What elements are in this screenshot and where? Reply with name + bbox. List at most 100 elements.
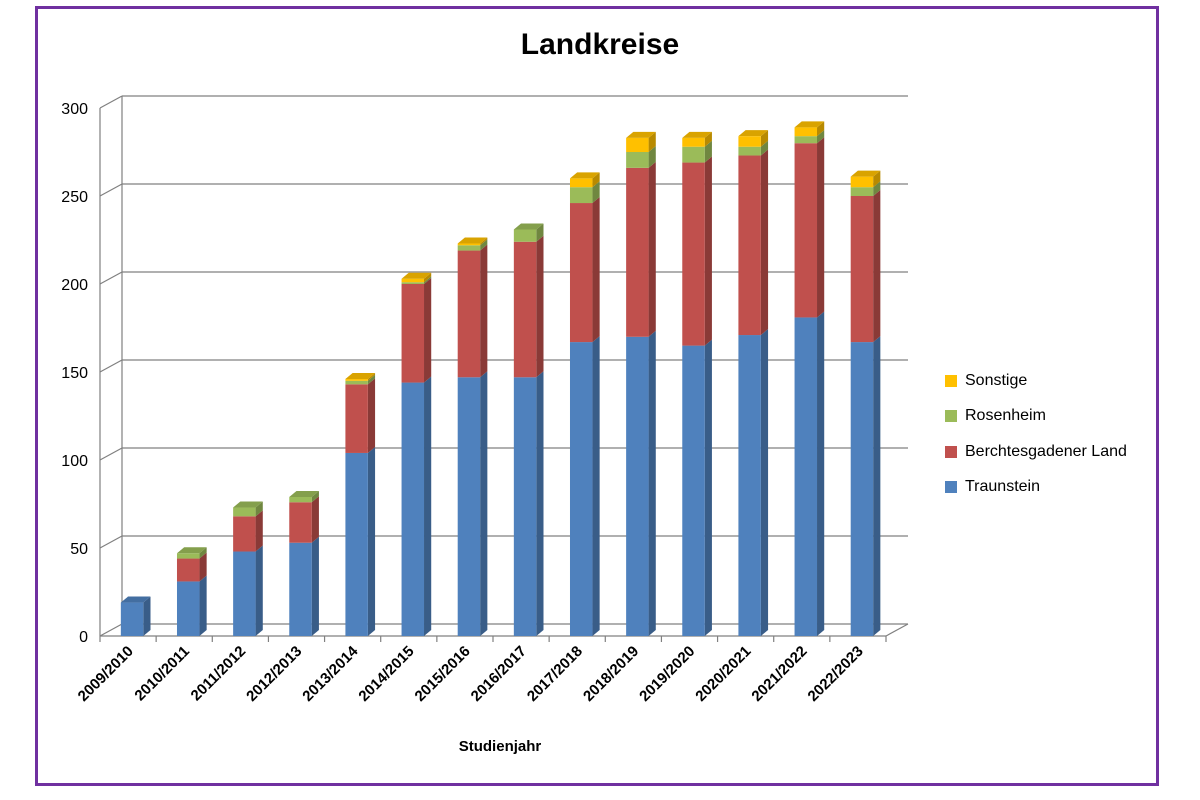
- bar-segment: [850, 196, 874, 343]
- bar-segment: [233, 551, 256, 636]
- legend-item: Berchtesgadener Land: [945, 434, 1165, 470]
- bar-segment: [345, 379, 368, 381]
- bar-top: [569, 172, 600, 179]
- bar-side: [592, 197, 600, 343]
- bar-top: [738, 130, 769, 137]
- bar-side: [480, 244, 488, 378]
- bar-segment: [682, 345, 705, 636]
- bar-segment: [513, 229, 537, 242]
- bar-side: [592, 181, 600, 204]
- bar-segment: [626, 137, 649, 152]
- bar-segment: [401, 278, 425, 283]
- bar-segment: [233, 507, 256, 517]
- bar-side: [760, 140, 769, 156]
- bar-side: [199, 552, 207, 582]
- bar-segment: [850, 176, 874, 188]
- x-tick-label: 2019/2020: [636, 643, 698, 705]
- gridline-depth: [99, 95, 123, 109]
- bar-segment: [569, 187, 593, 204]
- bar-side: [424, 272, 432, 283]
- bar-top: [289, 490, 319, 497]
- gridline-depth: [99, 183, 123, 197]
- bar-side: [424, 276, 432, 284]
- bar-segment: [289, 502, 312, 543]
- bar-side: [480, 371, 488, 636]
- x-tick-label: 2016/2017: [468, 643, 530, 705]
- y-tick-label: 250: [61, 189, 88, 206]
- bar-segment: [289, 496, 312, 503]
- bar-side: [873, 181, 881, 196]
- bar-top: [345, 373, 376, 380]
- bar-top: [682, 131, 712, 138]
- x-tick-label: 2022/2023: [805, 643, 867, 705]
- legend-item: Traunstein: [945, 470, 1165, 506]
- bar-top: [457, 237, 488, 244]
- x-axis-depth: [885, 623, 909, 637]
- bar-segment: [513, 377, 537, 636]
- bar-side: [143, 596, 151, 636]
- y-tick-label: 150: [61, 365, 88, 382]
- bar-segment: [513, 241, 537, 378]
- x-tick-label: 2017/2018: [524, 643, 586, 705]
- bar-segment: [682, 162, 705, 346]
- chart-title: Landkreise: [520, 28, 680, 61]
- legend-item: Rosenheim: [945, 399, 1165, 435]
- bar-segment: [794, 317, 818, 636]
- bar-side: [536, 371, 544, 636]
- y-tick-label: 100: [61, 453, 88, 470]
- bar-side: [536, 223, 544, 242]
- bar-segment: [682, 146, 705, 163]
- bar-segment: [738, 155, 761, 336]
- bar-side: [648, 131, 656, 152]
- bar-side: [760, 329, 769, 636]
- bar-top: [794, 121, 825, 128]
- bar-segment: [626, 152, 649, 168]
- bar-segment: [626, 167, 649, 337]
- bar-side: [648, 146, 656, 168]
- bar-side: [817, 311, 825, 636]
- y-tick-label: 0: [79, 629, 88, 646]
- bar-side: [536, 235, 544, 378]
- gridline-depth: [99, 359, 123, 373]
- legend-swatch: [945, 374, 957, 387]
- x-tick-label: 2011/2012: [188, 643, 250, 705]
- y-tick-label: 300: [61, 101, 88, 118]
- bar-side: [760, 149, 769, 336]
- legend-swatch: [945, 481, 957, 494]
- bar-side: [817, 137, 825, 318]
- bar-side: [704, 156, 712, 346]
- gridline-depth: [99, 447, 123, 461]
- legend-item: Sonstige: [945, 363, 1165, 399]
- bar-segment: [569, 203, 593, 343]
- x-tick-label: 2012/2013: [243, 643, 305, 705]
- bar-segment: [289, 542, 312, 636]
- bar-segment: [401, 282, 425, 284]
- bar-segment: [850, 187, 874, 196]
- bar-segment: [850, 342, 874, 636]
- bar-side: [367, 446, 376, 636]
- bar-segment: [569, 178, 593, 188]
- chart-legend: Sonstige Rosenheim Berchtesgadener Land Tra…: [945, 363, 1165, 505]
- legend-swatch: [945, 410, 957, 423]
- legend-label: Berchtesgadener Land: [965, 442, 1127, 460]
- x-tick-label: 2009/2010: [75, 643, 137, 705]
- bar-side: [367, 378, 376, 453]
- bar-side: [480, 239, 488, 251]
- bar-segment: [345, 384, 368, 453]
- bar-top: [120, 596, 151, 603]
- bar-side: [873, 336, 881, 636]
- bar-top: [401, 272, 432, 279]
- bar-side: [648, 161, 656, 337]
- bar-segment: [738, 136, 761, 147]
- bar-segment: [176, 581, 200, 636]
- bar-top: [850, 170, 881, 177]
- bar-side: [255, 510, 263, 552]
- bar-segment: [176, 558, 200, 582]
- bar-side: [311, 490, 319, 503]
- gridline-depth: [99, 535, 123, 549]
- bar-side: [480, 237, 488, 246]
- bar-top: [176, 547, 207, 554]
- bar-side: [648, 330, 656, 636]
- x-axis-title: Studienjahr: [458, 738, 542, 755]
